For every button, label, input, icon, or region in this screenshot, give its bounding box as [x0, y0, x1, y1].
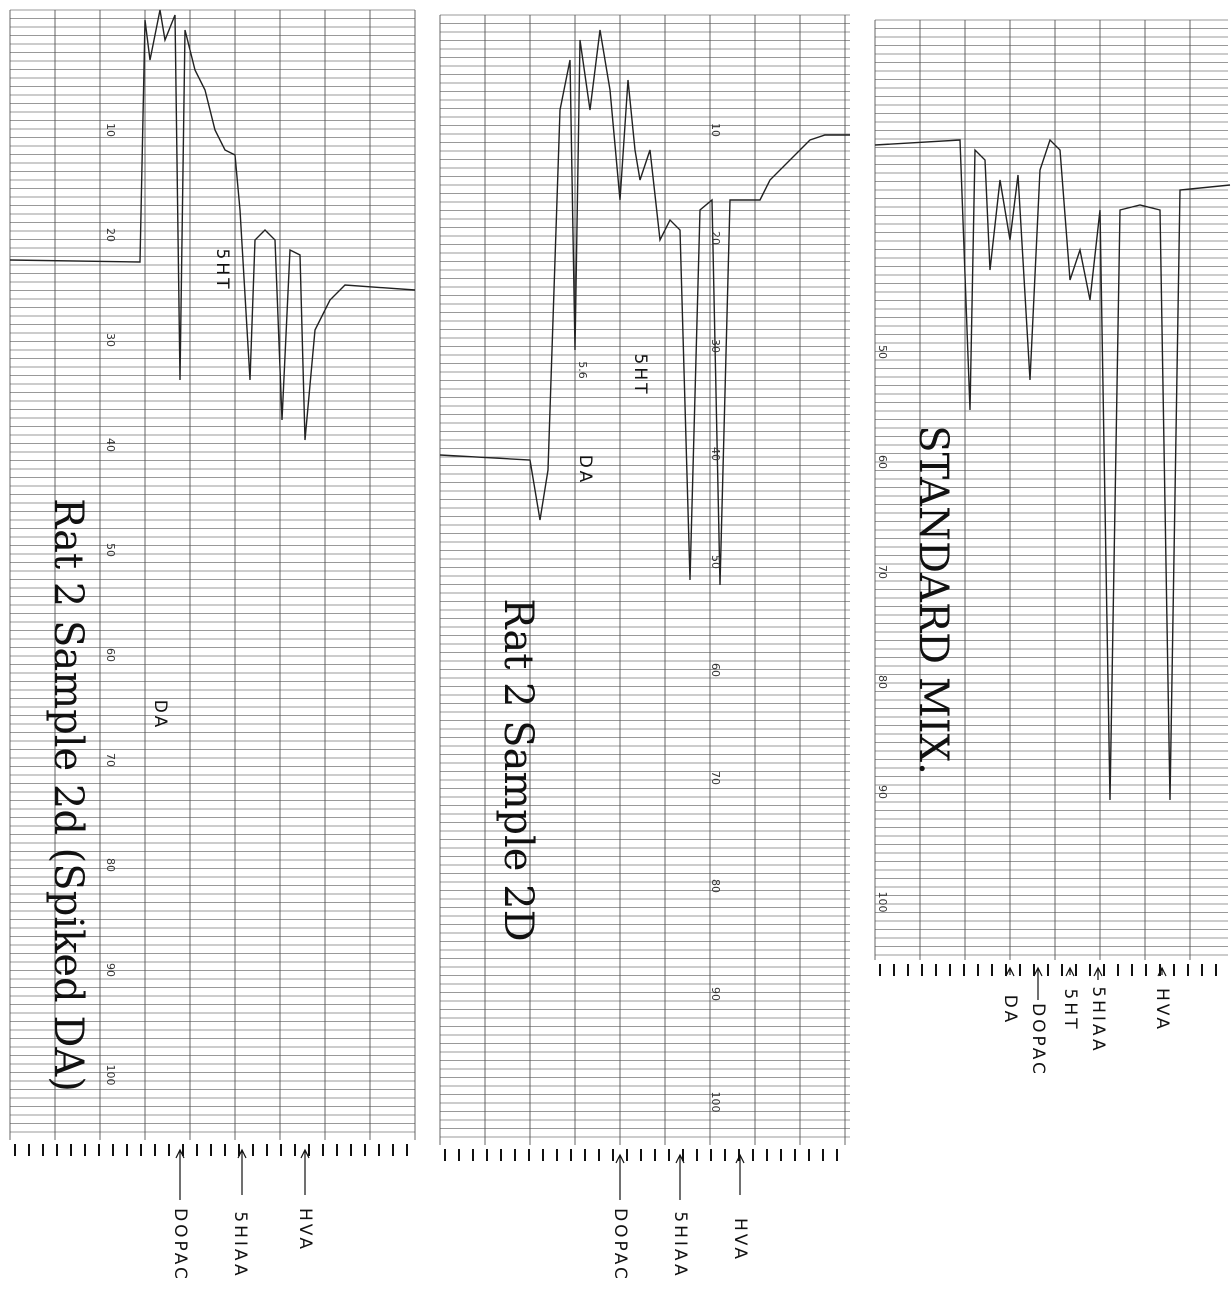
peak-label: HVA — [295, 1208, 315, 1252]
background — [0, 0, 1231, 1306]
scale-label: 50 — [876, 345, 889, 359]
scale-label: 60 — [876, 455, 889, 469]
scale-label: 60 — [709, 663, 722, 677]
peak-label: 5HT — [212, 249, 232, 292]
scale-label: 80 — [876, 675, 889, 689]
peak-label: DOPAC — [1028, 1003, 1048, 1077]
handwritten-label: STANDARD MIX. — [910, 425, 956, 775]
scale-label: 80 — [709, 879, 722, 893]
note: 5.6 — [576, 361, 589, 379]
peak-label: HVA — [730, 1218, 750, 1262]
scale-label: 50 — [709, 555, 722, 569]
peak-label: DA — [1000, 995, 1020, 1025]
peak-label: DA — [575, 455, 595, 485]
scale-label: 30 — [709, 339, 722, 353]
peak-label: 5HIAA — [670, 1211, 690, 1278]
scale-label: 30 — [104, 333, 117, 347]
scale-label: 20 — [104, 228, 117, 242]
handwritten-label: Rat 2 Sample 2D — [495, 598, 541, 941]
peak-label: 5HT — [1060, 989, 1080, 1032]
scale-label: 20 — [709, 231, 722, 245]
peak-label: HVA — [1152, 988, 1172, 1032]
scale-label: 70 — [104, 753, 117, 767]
peak-label: 5HIAA — [1088, 986, 1108, 1053]
scale-label: 80 — [104, 858, 117, 872]
scale-label: 100 — [104, 1065, 117, 1086]
peak-label: DOPAC — [170, 1208, 190, 1282]
scale-label: 90 — [876, 785, 889, 799]
scale-label: 10 — [104, 123, 117, 137]
scale-label: 90 — [104, 963, 117, 977]
scale-label: 70 — [709, 771, 722, 785]
peak-label: DOPAC — [610, 1208, 630, 1282]
scale-label: 40 — [104, 438, 117, 452]
scanned-chromatograms: Rat 2 Sample 2d (Spiked DA) 10 20 30 40 50 60 7… — [0, 0, 1231, 1306]
scale-label: 60 — [104, 648, 117, 662]
scale-label: 40 — [709, 447, 722, 461]
peak-label: DA — [150, 700, 170, 730]
handwritten-label: Rat 2 Sample 2d (Spiked DA) — [45, 498, 91, 1092]
scale-label: 50 — [104, 543, 117, 557]
scale-label: 100 — [876, 892, 889, 913]
scale-label: 70 — [876, 565, 889, 579]
scale-label: 90 — [709, 987, 722, 1001]
peak-label: 5HT — [630, 354, 650, 397]
scale-label: 10 — [709, 123, 722, 137]
scale-label: 100 — [709, 1092, 722, 1113]
peak-label: 5HIAA — [230, 1211, 250, 1278]
